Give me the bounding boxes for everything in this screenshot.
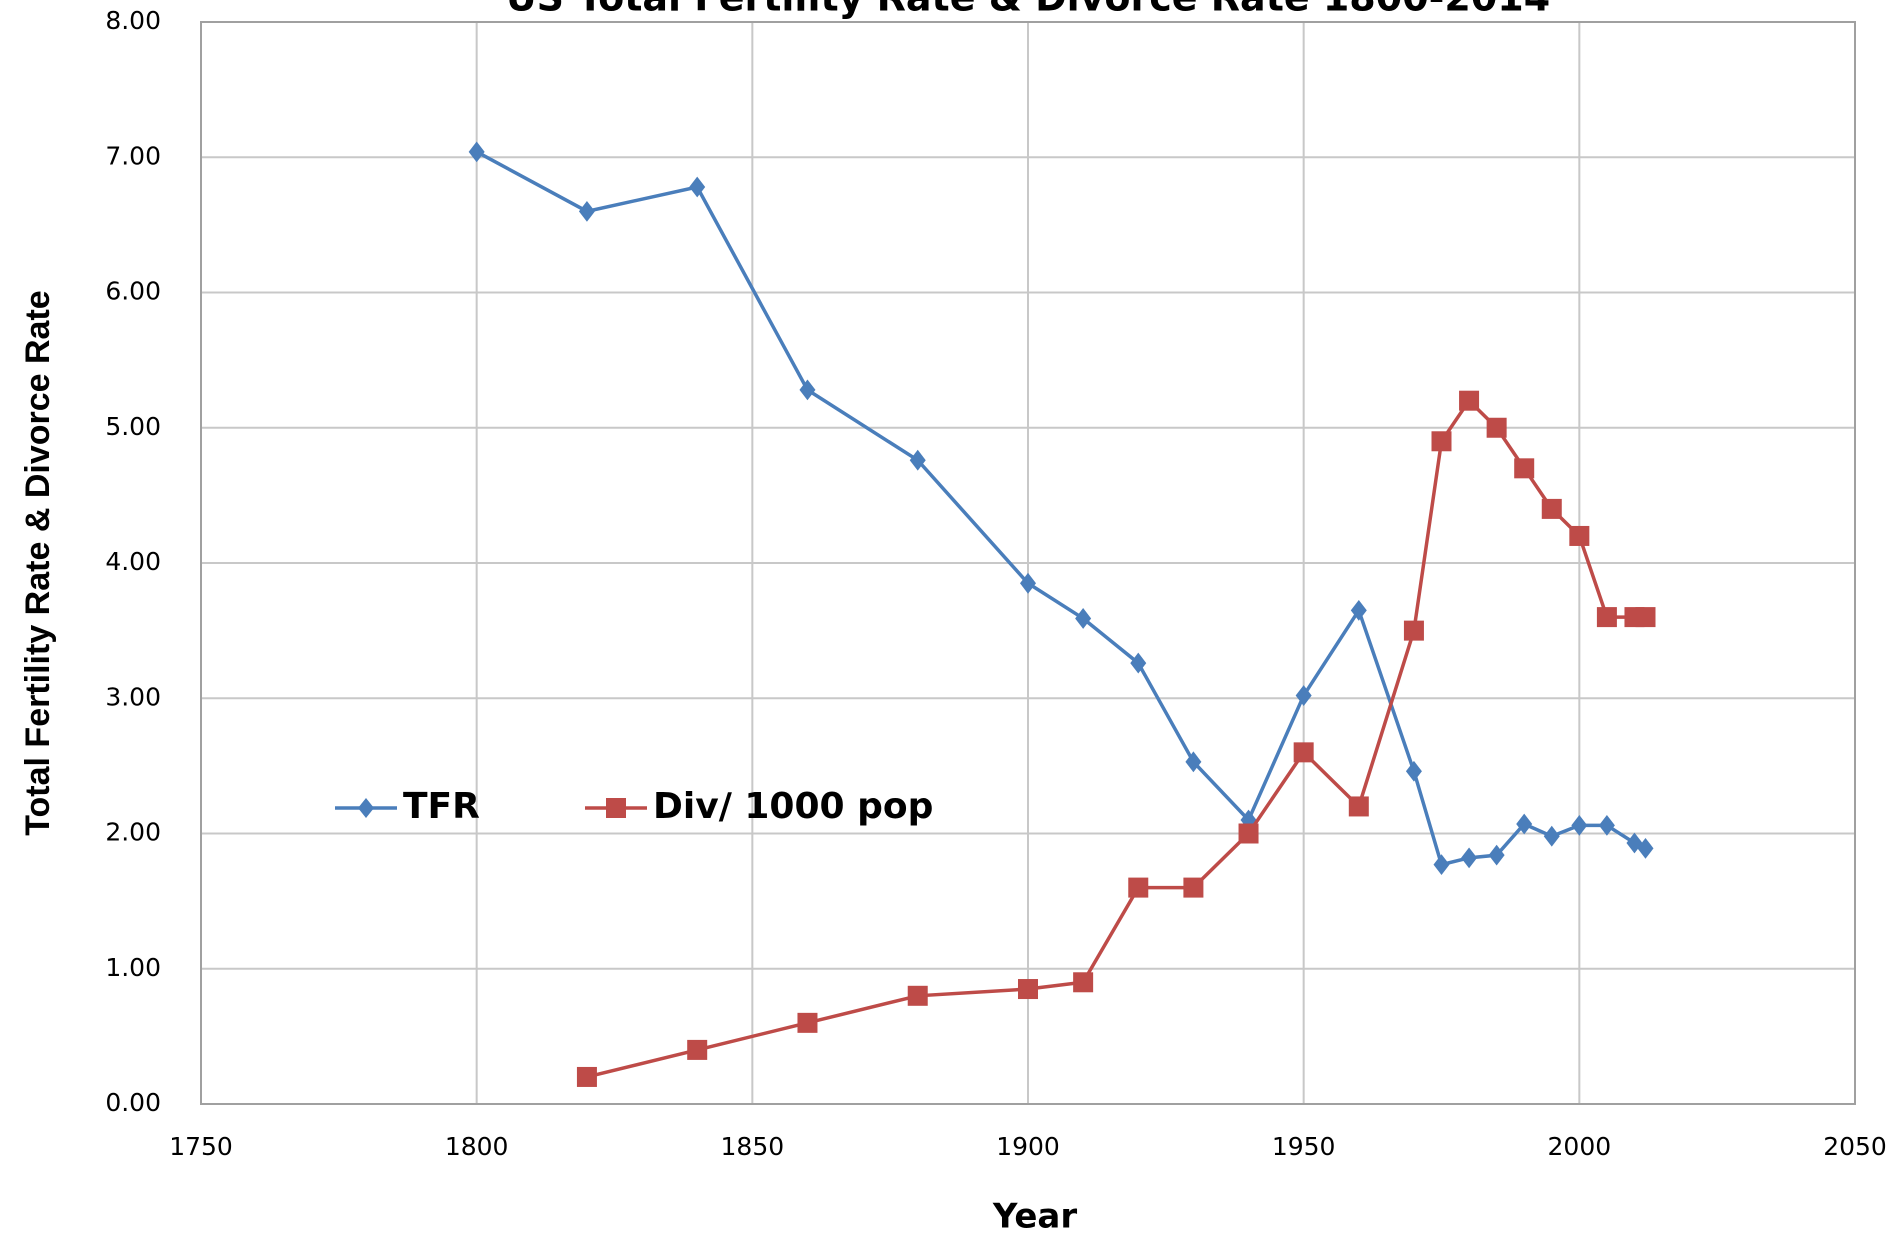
y-tick-label: 8.00 <box>105 6 161 35</box>
marker <box>576 1066 597 1087</box>
marker <box>1596 607 1617 628</box>
x-tick-label: 1950 <box>1272 1132 1336 1161</box>
marker <box>1598 814 1615 836</box>
marker <box>1541 498 1562 519</box>
marker <box>1295 685 1312 706</box>
marker <box>1571 814 1588 836</box>
series-line <box>586 397 1646 1079</box>
legend-marker <box>358 798 374 818</box>
legend-label: Div/ 1000 pop <box>653 786 933 827</box>
marker <box>468 141 485 163</box>
marker <box>907 985 928 1006</box>
chart-title: US Total Fertility Rate & Divorce Rate 1… <box>506 0 1550 20</box>
marker <box>1486 417 1507 438</box>
marker <box>1348 796 1369 817</box>
marker <box>1514 458 1535 479</box>
marker <box>1350 599 1367 621</box>
marker <box>1020 572 1036 594</box>
marker <box>578 200 595 222</box>
y-tick-label: 3.00 <box>105 682 161 711</box>
marker <box>1488 844 1505 866</box>
y-tick-label: 6.00 <box>105 277 161 306</box>
marker <box>1403 620 1424 641</box>
marker <box>799 379 816 401</box>
marker <box>1433 854 1450 876</box>
x-tick-label: 1800 <box>445 1132 509 1161</box>
marker <box>1405 760 1422 782</box>
plot-frame <box>200 21 1856 1105</box>
x-tick-label: 1750 <box>169 1132 233 1161</box>
marker <box>1130 652 1147 674</box>
marker <box>909 449 926 471</box>
marker <box>689 176 706 198</box>
marker <box>1183 877 1204 898</box>
x-axis-label: Year <box>992 1197 1078 1234</box>
marker <box>1516 813 1533 835</box>
y-tick-label: 5.00 <box>105 412 161 441</box>
y-axis-label: Total Fertility Rate & Divorce Rate <box>19 290 57 835</box>
marker <box>1293 742 1314 763</box>
marker <box>1569 525 1590 546</box>
marker <box>1459 390 1480 411</box>
marker <box>1431 431 1452 452</box>
marker <box>1637 837 1654 859</box>
y-tick-label: 2.00 <box>105 818 161 847</box>
marker <box>1128 877 1149 898</box>
x-tick-label: 2050 <box>1823 1132 1887 1161</box>
marker <box>1238 823 1259 844</box>
marker <box>1018 979 1038 1000</box>
legend-label: TFR <box>403 786 480 827</box>
marker <box>1185 751 1202 773</box>
y-tick-label: 7.00 <box>105 141 161 170</box>
marker <box>1543 825 1560 847</box>
marker <box>687 1039 708 1060</box>
marker <box>1461 847 1478 869</box>
x-tick-label: 1850 <box>721 1132 785 1161</box>
x-tick-label: 1900 <box>996 1132 1060 1161</box>
y-tick-label: 4.00 <box>105 547 161 576</box>
marker <box>1635 607 1656 628</box>
marker <box>1075 608 1092 629</box>
y-tick-label: 1.00 <box>105 953 161 982</box>
series-line <box>475 150 1647 867</box>
legend-marker <box>606 798 626 818</box>
y-tick-label: 0.00 <box>105 1088 161 1117</box>
marker <box>797 1012 818 1033</box>
x-tick-label: 2000 <box>1548 1132 1612 1161</box>
marker <box>1073 972 1094 993</box>
